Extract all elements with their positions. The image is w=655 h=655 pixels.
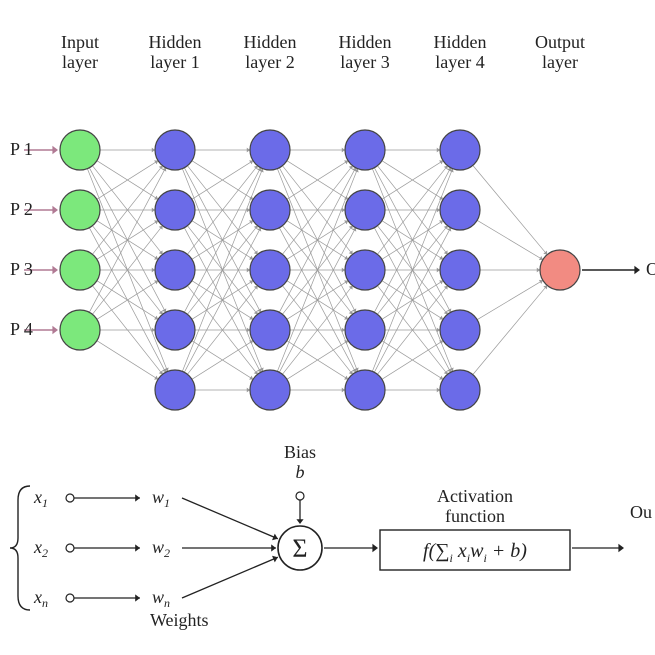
input-node <box>60 250 100 290</box>
hidden4-node <box>440 130 480 170</box>
activation-caption: Activation <box>437 486 513 506</box>
hidden1-node <box>155 370 195 410</box>
input-terminal-icon <box>66 594 74 602</box>
neuron-input-label: x2 <box>33 537 48 560</box>
layer-header: Hidden <box>339 32 392 52</box>
hidden3-node <box>345 250 385 290</box>
bias-terminal-icon <box>296 492 304 500</box>
input-node <box>60 310 100 350</box>
input-terminal-icon <box>66 494 74 502</box>
input-terminal-icon <box>66 544 74 552</box>
layer-header: layer <box>542 52 578 72</box>
layer-header: layer <box>62 52 98 72</box>
hidden3-node <box>345 130 385 170</box>
neuron-diagram: x1 w1 x2 w2 xn wnWeights Biasb Σ Activationfunct… <box>10 442 652 630</box>
layer-header: layer 4 <box>435 52 484 72</box>
weights-caption: Weights <box>150 610 209 630</box>
neuron-input-label: x1 <box>33 487 48 510</box>
layer-header: layer 3 <box>340 52 389 72</box>
hidden2-node <box>250 190 290 230</box>
activation-formula: f(∑i xiwi + b) <box>423 540 527 565</box>
hidden4-node <box>440 190 480 230</box>
activation-caption: function <box>445 506 505 526</box>
hidden2-node <box>250 250 290 290</box>
hidden2-node <box>250 310 290 350</box>
inputs-brace-icon <box>10 486 30 610</box>
neuron-output-label: Ou <box>630 502 652 522</box>
neural-network-diagram: InputlayerHiddenlayer 1Hiddenlayer 2Hidd… <box>10 32 655 410</box>
hidden1-node <box>155 250 195 290</box>
layer-header: Hidden <box>244 32 297 52</box>
layer-header: Hidden <box>149 32 202 52</box>
input-node-label: P 4 <box>10 319 33 339</box>
neuron-weight-label: w1 <box>152 487 170 510</box>
hidden4-node <box>440 310 480 350</box>
hidden4-node <box>440 250 480 290</box>
layer-header: Input <box>61 32 99 52</box>
layer-header: layer 1 <box>150 52 199 72</box>
hidden2-node <box>250 130 290 170</box>
input-node-label: P 1 <box>10 139 33 159</box>
neuron-weight-label: w2 <box>152 537 170 560</box>
bias-symbol: b <box>296 462 305 482</box>
hidden1-node <box>155 190 195 230</box>
diagram-canvas: InputlayerHiddenlayer 1Hiddenlayer 2Hidd… <box>0 0 655 655</box>
layer-header: Output <box>535 32 585 52</box>
output-node <box>540 250 580 290</box>
input-node-label: P 3 <box>10 259 33 279</box>
input-node-label: P 2 <box>10 199 33 219</box>
output-label: Output <box>646 259 655 279</box>
bias-caption: Bias <box>284 442 316 462</box>
sigma-icon: Σ <box>292 534 307 563</box>
neuron-weight-label: wn <box>152 587 170 610</box>
input-node <box>60 130 100 170</box>
layer-header: layer 2 <box>245 52 294 72</box>
hidden1-node <box>155 130 195 170</box>
hidden2-node <box>250 370 290 410</box>
hidden4-node <box>440 370 480 410</box>
hidden3-node <box>345 310 385 350</box>
hidden3-node <box>345 190 385 230</box>
hidden1-node <box>155 310 195 350</box>
hidden3-node <box>345 370 385 410</box>
layer-header: Hidden <box>434 32 487 52</box>
input-node <box>60 190 100 230</box>
neuron-input-label: xn <box>33 587 48 610</box>
